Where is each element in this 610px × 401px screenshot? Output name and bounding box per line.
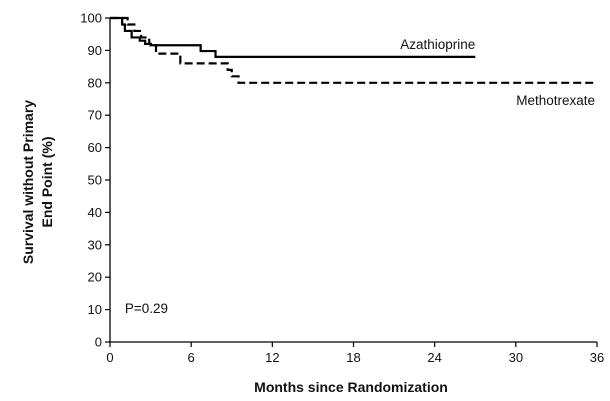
y-tick-label: 30 (88, 237, 102, 252)
y-tick-label: 20 (88, 270, 102, 285)
x-tick-label: 18 (346, 350, 360, 365)
x-tick-label: 12 (265, 350, 279, 365)
y-axis-title-line-1: Survival without Primary (20, 100, 36, 264)
y-tick-label: 100 (80, 11, 102, 26)
y-tick-label: 70 (88, 108, 102, 123)
y-tick-label: 90 (88, 43, 102, 58)
y-tick-label: 60 (88, 140, 102, 155)
x-tick-label: 24 (427, 350, 441, 365)
x-tick-label: 6 (188, 350, 195, 365)
y-axis-title: Survival without Primary End Point (%) (20, 100, 55, 264)
series-label-azathioprine: Azathioprine (400, 37, 475, 52)
series-line-methotrexate (110, 16, 597, 84)
x-tick-label: 36 (590, 350, 604, 365)
y-tick-label: 80 (88, 75, 102, 90)
y-axis-title-line-2: End Point (%) (39, 137, 55, 228)
series-layer (110, 16, 597, 84)
x-axis-title: Months since Randomization (254, 379, 448, 395)
series-label-methotrexate: Methotrexate (516, 93, 595, 108)
y-tick-label: 50 (88, 173, 102, 188)
series-line-azathioprine (110, 16, 476, 58)
p-value-annotation: P=0.29 (125, 301, 168, 316)
y-tick-label: 40 (88, 205, 102, 220)
y-tick-label: 10 (88, 302, 102, 317)
y-tick-label: 0 (95, 335, 102, 350)
axes: 0 10 20 30 40 50 60 70 80 90 100 0 6 12 18 24 30 36 (80, 11, 604, 366)
x-tick-label: 0 (106, 350, 113, 365)
x-tick-label: 30 (509, 350, 523, 365)
